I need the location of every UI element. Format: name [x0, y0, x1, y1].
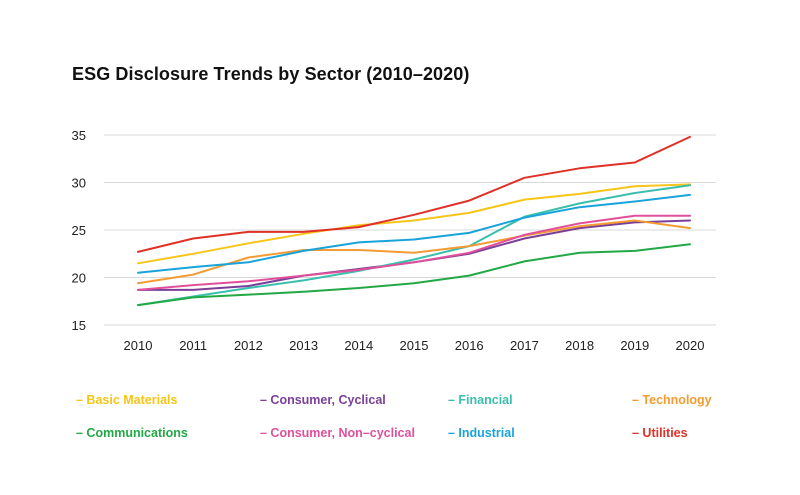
x-tick-label: 2013 — [289, 338, 318, 353]
y-tick-label: 30 — [72, 176, 86, 191]
legend-item-consumer-cyclical: – Consumer, Cyclical — [260, 393, 386, 407]
legend-item-consumer-non-cyclical: – Consumer, Non–cyclical — [260, 426, 415, 440]
y-tick-label: 25 — [72, 223, 86, 238]
series-line-consumer-cyclical — [137, 219, 691, 291]
x-tick-label: 2010 — [124, 338, 153, 353]
series-line-industrial — [137, 193, 691, 274]
x-tick-label: 2020 — [676, 338, 705, 353]
series-line-financial — [137, 184, 691, 307]
legend: – Basic Materials – Consumer, Cyclical –… — [0, 389, 800, 449]
chart-title: ESG Disclosure Trends by Sector (2010–20… — [72, 64, 470, 84]
x-tick-label: 2017 — [510, 338, 539, 353]
legend-item-industrial: – Industrial — [448, 426, 515, 440]
y-tick-label: 20 — [72, 271, 86, 286]
series-lines — [137, 135, 691, 307]
series-line-communications — [137, 243, 691, 307]
x-tick-label: 2011 — [179, 338, 207, 353]
legend-item-technology: – Technology — [632, 393, 712, 407]
legend-item-basic-materials: – Basic Materials — [76, 393, 178, 407]
x-tick-label: 2018 — [565, 338, 594, 353]
y-tick-label: 35 — [72, 128, 86, 143]
series-line-utilities — [137, 135, 691, 253]
series-line-consumer-non-cyclical — [137, 214, 691, 291]
x-tick-label: 2012 — [234, 338, 263, 353]
x-tick-label: 2016 — [455, 338, 484, 353]
legend-item-utilities: – Utilities — [632, 426, 688, 440]
y-tick-label: 15 — [72, 318, 86, 333]
legend-item-communications: – Communications — [76, 426, 188, 440]
x-tick-label: 2015 — [400, 338, 429, 353]
x-tick-label: 2014 — [344, 338, 373, 353]
y-axis-ticks: 15 20 25 30 35 — [72, 128, 86, 333]
series-line-basic-materials — [137, 183, 691, 265]
gridlines — [104, 134, 716, 326]
legend-item-financial: – Financial — [448, 393, 513, 407]
x-axis-ticks: 2010 2011 2012 2013 2014 2015 2016 2017 2018 2019… — [124, 338, 705, 353]
x-tick-label: 2019 — [620, 338, 649, 353]
